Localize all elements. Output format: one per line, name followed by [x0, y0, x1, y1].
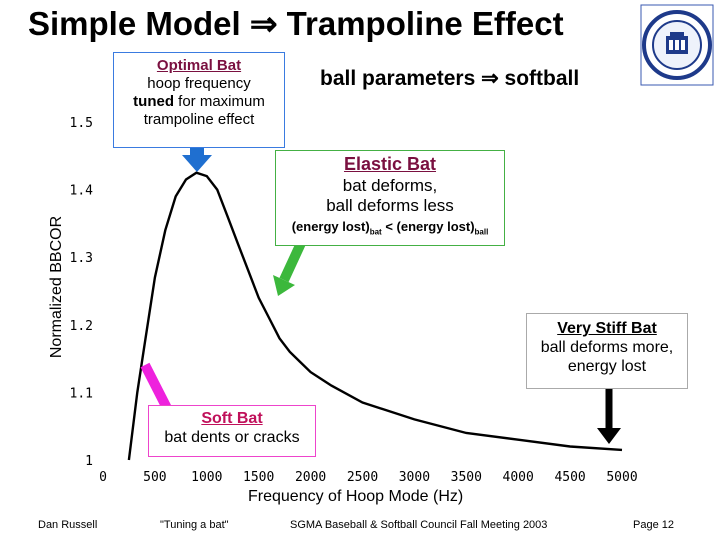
soft-bat-heading: Soft Bat — [201, 410, 263, 427]
footer-meeting: SGMA Baseball & Softball Council Fall Me… — [290, 519, 548, 531]
optimal-bat-line1: hoop frequency — [147, 75, 251, 92]
x-tick-label: 3000 — [399, 470, 430, 485]
optimal-bat-line2-rest: for maximum — [173, 93, 265, 110]
y-tick-label: 1.5 — [70, 116, 93, 131]
optimal-bat-callout: Optimal Bat hoop frequency tuned for max… — [113, 52, 285, 148]
x-tick-label: 0 — [99, 470, 107, 485]
elastic-bat-callout: Elastic Bat bat deforms, ball deforms le… — [275, 150, 505, 246]
slide-title: Simple Model ⇒ Trampoline Effect — [28, 5, 564, 42]
energy-sub-b: ball — [474, 227, 489, 237]
footer-talk: "Tuning a bat" — [160, 519, 229, 531]
x-tick-label: 1000 — [191, 470, 222, 485]
optimal-bat-heading: Optimal Bat — [156, 57, 242, 74]
stiff-bat-callout: Very Stiff Bat ball deforms more, energy… — [526, 313, 688, 389]
x-tick-label: 3500 — [451, 470, 482, 485]
university-seal-logo — [640, 4, 714, 86]
y-axis-label: Normalized BBCOR — [48, 215, 65, 359]
soft-bat-line1: bat dents or cracks — [164, 429, 300, 447]
x-tick-label: 1500 — [243, 470, 274, 485]
x-axis-label: Frequency of Hoop Mode (Hz) — [248, 488, 464, 505]
footer-author: Dan Russell — [38, 519, 98, 531]
x-tick-label: 5000 — [606, 470, 637, 485]
x-tick-label: 2500 — [347, 470, 378, 485]
x-tick-label: 4500 — [554, 470, 585, 485]
energy-mid: < (energy lost) — [381, 219, 475, 235]
footer-page: Page 12 — [633, 519, 674, 531]
y-tick-label: 1.4 — [70, 184, 94, 199]
y-tick-label: 1.2 — [70, 319, 93, 334]
optimal-arrow — [182, 146, 212, 172]
stiff-bat-line1: ball deforms more, — [540, 339, 674, 357]
y-tick-label: 1 — [85, 454, 93, 469]
optimal-bat-line3: trampoline effect — [143, 111, 255, 128]
y-tick-label: 1.1 — [70, 386, 93, 401]
y-tick-label: 1.3 — [70, 251, 93, 266]
elastic-bat-heading: Elastic Bat — [343, 154, 437, 174]
optimal-bat-tuned: tuned — [133, 93, 174, 110]
soft-bat-callout: Soft Bat bat dents or cracks — [148, 405, 316, 457]
optimal-bat-line2: tuned for maximum — [114, 93, 284, 111]
elastic-bat-energy: (energy lost)bat < (energy lost)ball — [276, 219, 504, 237]
x-tick-label: 500 — [143, 470, 166, 485]
stiff-arrow — [597, 389, 621, 444]
elastic-bat-line1: bat deforms, — [342, 175, 438, 195]
stiff-bat-heading: Very Stiff Bat — [557, 320, 657, 337]
x-tick-label: 4000 — [503, 470, 534, 485]
energy-sub-a: bat — [369, 227, 382, 237]
x-tick-label: 2000 — [295, 470, 326, 485]
bbcor-series-line — [127, 171, 623, 461]
stiff-bat-line2: energy lost — [567, 358, 647, 376]
elastic-bat-line2: ball deforms less — [326, 195, 454, 215]
slide-subtitle: ball parameters ⇒ softball — [320, 67, 580, 90]
energy-a: (energy lost) — [291, 219, 370, 235]
